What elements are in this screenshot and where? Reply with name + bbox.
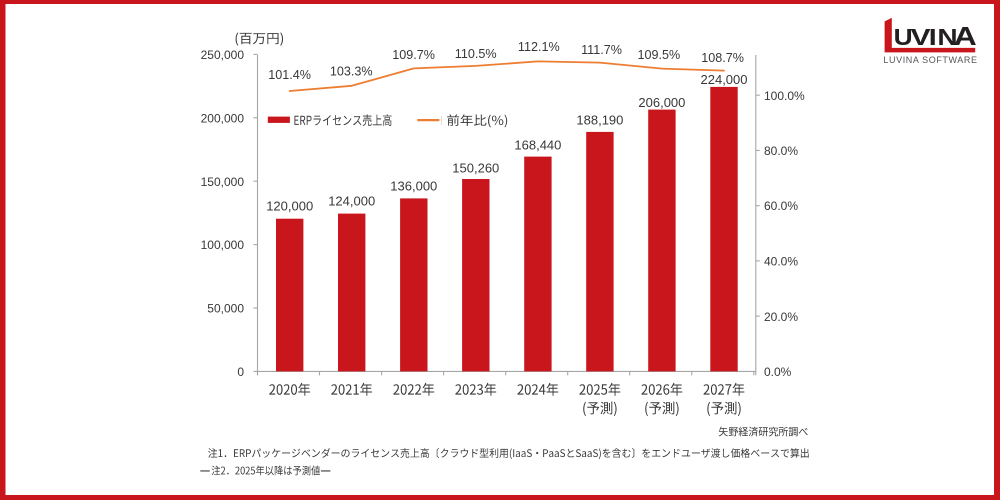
svg-text:60.0%: 60.0%: [764, 199, 798, 213]
svg-text:100.0%: 100.0%: [764, 89, 805, 103]
svg-text:I: I: [929, 23, 937, 50]
svg-text:V: V: [910, 24, 930, 50]
svg-text:109.5%: 109.5%: [638, 48, 681, 62]
svg-text:120,000: 120,000: [266, 199, 313, 214]
svg-text:0: 0: [237, 365, 244, 379]
svg-text:136,000: 136,000: [390, 179, 437, 194]
svg-text:206,000: 206,000: [638, 95, 685, 110]
svg-text:109.7%: 109.7%: [392, 48, 435, 62]
svg-text:0.0%: 0.0%: [764, 365, 792, 379]
svg-text:111.7%: 111.7%: [581, 43, 622, 57]
svg-text:40.0%: 40.0%: [764, 255, 798, 269]
svg-text:224,000: 224,000: [701, 72, 748, 87]
svg-text:150,000: 150,000: [201, 175, 245, 189]
svg-text:LUVINA SOFTWARE: LUVINA SOFTWARE: [883, 55, 977, 65]
svg-text:108.7%: 108.7%: [701, 51, 744, 65]
svg-text:101.4%: 101.4%: [268, 68, 311, 82]
svg-text:250,000: 250,000: [201, 48, 245, 62]
svg-text:112.1%: 112.1%: [518, 40, 560, 54]
svg-text:168,440: 168,440: [514, 137, 561, 152]
svg-text:U: U: [894, 24, 913, 50]
svg-text:50,000: 50,000: [207, 302, 244, 316]
svg-text:200,000: 200,000: [201, 111, 245, 125]
svg-text:110.5%: 110.5%: [455, 47, 497, 61]
svg-text:100,000: 100,000: [201, 238, 245, 252]
svg-text:103.3%: 103.3%: [330, 65, 373, 79]
svg-text:124,000: 124,000: [328, 194, 375, 209]
svg-text:A: A: [954, 22, 977, 51]
svg-text:150,260: 150,260: [452, 160, 499, 175]
svg-text:N: N: [937, 25, 957, 50]
svg-text:80.0%: 80.0%: [764, 144, 798, 158]
svg-text:188,190: 188,190: [576, 113, 623, 128]
svg-text:20.0%: 20.0%: [764, 310, 798, 324]
